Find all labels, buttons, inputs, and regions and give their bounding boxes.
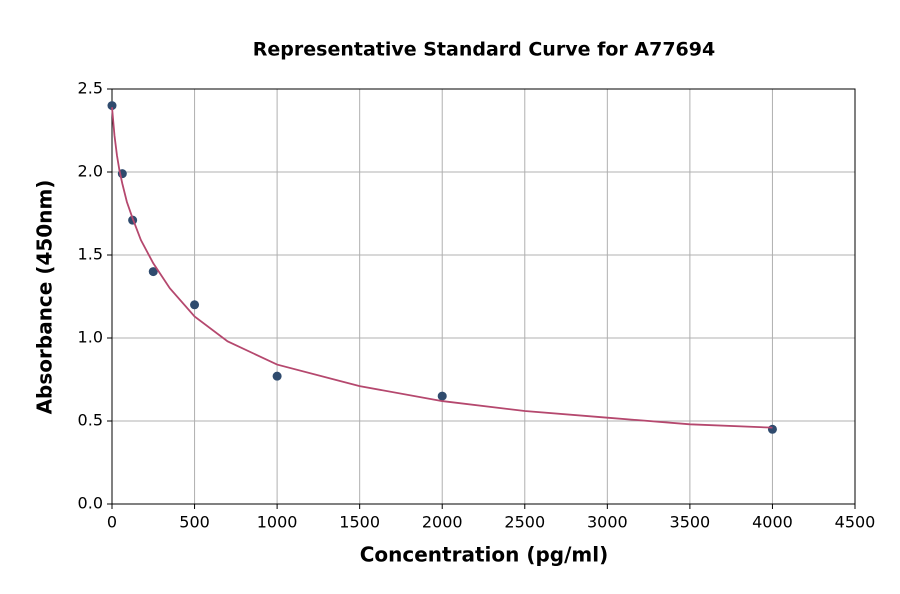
x-tick-label: 1500 (339, 513, 380, 532)
y-tick-label: 0.5 (78, 411, 103, 430)
y-tick-label: 1.5 (78, 245, 103, 264)
y-axis-label: Absorbance (450nm) (33, 180, 57, 415)
x-tick-label: 3000 (587, 513, 628, 532)
y-tick-label: 2.0 (78, 162, 103, 181)
x-axis-label: Concentration (pg/ml) (360, 543, 609, 567)
x-tick-label: 2000 (422, 513, 463, 532)
x-tick-label: 2500 (504, 513, 545, 532)
data-point (190, 300, 200, 310)
data-point (437, 391, 447, 401)
plot-frame (111, 88, 856, 505)
y-tick-label: 2.5 (78, 79, 103, 98)
x-tick-label: 4500 (835, 513, 876, 532)
data-point (767, 424, 777, 434)
data-point (272, 371, 282, 381)
data-point (148, 267, 158, 277)
x-tick-label: 1000 (257, 513, 298, 532)
y-tick-label: 1.0 (78, 328, 103, 347)
x-tick-label: 3500 (670, 513, 711, 532)
x-tick-label: 500 (179, 513, 210, 532)
fit-curve (111, 107, 773, 429)
y-tick-label: 0.0 (78, 494, 103, 513)
data-point (107, 101, 117, 111)
x-tick-label: 0 (107, 513, 117, 532)
x-tick-label: 4000 (752, 513, 793, 532)
chart-title: Representative Standard Curve for A77694 (253, 39, 715, 61)
